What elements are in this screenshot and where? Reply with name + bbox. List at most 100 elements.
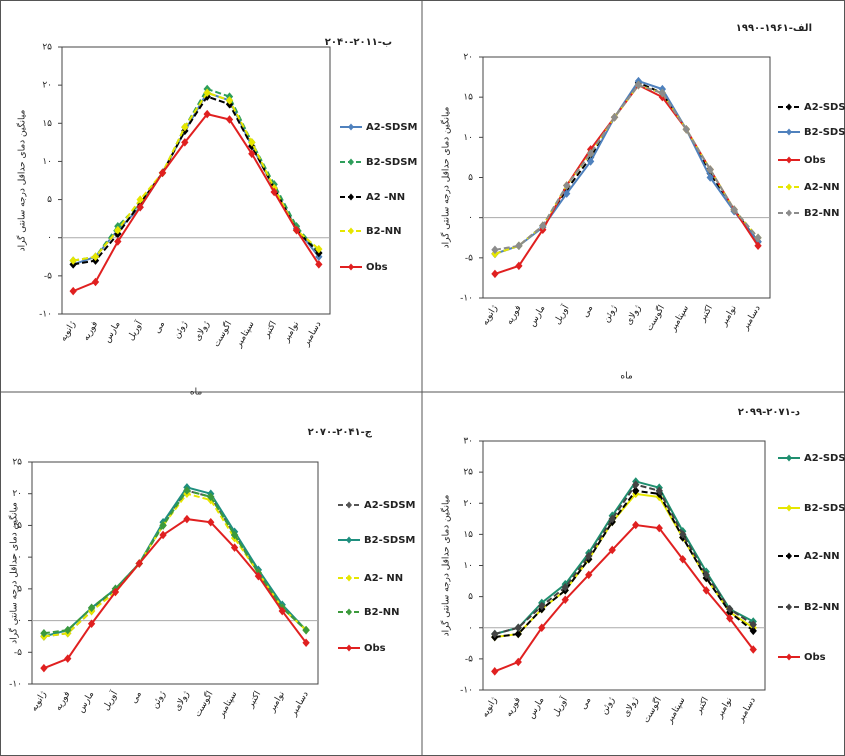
- x-tick-label: ژولای: [621, 696, 640, 719]
- series-line: [72, 87, 320, 262]
- legend-marker: [348, 263, 354, 271]
- data-point: [608, 545, 616, 555]
- legend-label: A2-NN: [804, 182, 840, 193]
- data-point: [491, 629, 499, 639]
- series-line: [72, 91, 320, 262]
- x-tick-label: دسامبر: [735, 696, 758, 725]
- data-point: [270, 187, 278, 197]
- x-tick-label: سپتامبر: [664, 696, 687, 726]
- y-tick-label: -۵: [465, 654, 473, 664]
- x-tick-label: نوامبر: [714, 696, 734, 721]
- data-point: [515, 261, 523, 271]
- y-tick-label: ۲۰: [463, 53, 473, 63]
- legend-marker: [786, 209, 792, 217]
- legend-marker: [786, 552, 792, 560]
- x-tick-label: فوریه: [81, 320, 100, 343]
- legend-marker: [786, 454, 792, 462]
- data-point: [655, 523, 663, 533]
- data-point: [248, 138, 256, 147]
- y-axis-label: میانگین دمای حداقل درجه سانتی گراد: [440, 494, 452, 636]
- legend-label: Obs: [366, 262, 388, 273]
- legend-marker: [346, 501, 352, 509]
- data-point: [538, 601, 546, 611]
- legend-label: Obs: [804, 652, 826, 663]
- data-point: [730, 205, 738, 214]
- series-line: [43, 492, 307, 638]
- y-tick-label: ۲۰: [42, 81, 52, 91]
- series-line: [494, 523, 755, 673]
- x-tick-label: دسامبر: [740, 304, 763, 333]
- y-tick-label: -۱۰: [460, 294, 473, 304]
- legend-marker: [786, 128, 792, 136]
- x-tick-label: اکتبر: [245, 690, 263, 711]
- x-tick-label: ژولای: [173, 690, 192, 713]
- data-point: [632, 520, 640, 530]
- x-tick-label: اگوست: [643, 303, 667, 333]
- plot-area: [61, 46, 331, 315]
- x-tick-label: آوریل: [549, 694, 570, 718]
- data-point: [563, 181, 571, 190]
- data-point: [561, 583, 569, 592]
- data-point: [514, 657, 522, 667]
- y-tick-label: ۱۵: [463, 530, 473, 540]
- x-tick-label: مارس: [526, 696, 546, 721]
- data-point: [585, 570, 593, 580]
- y-tick-label: -۱۰: [460, 686, 473, 696]
- data-point: [539, 221, 547, 230]
- series-line: [494, 483, 754, 635]
- x-tick-label: فوریه: [504, 696, 523, 719]
- x-tick-label: نوامبر: [719, 304, 739, 329]
- data-point: [315, 244, 323, 254]
- data-point: [114, 225, 122, 235]
- data-point: [87, 619, 96, 629]
- chart-title: ج-۲۰۴۱-۲۰۷۰: [308, 427, 373, 438]
- legend-label: B2-NN: [804, 602, 839, 613]
- series-line: [494, 83, 759, 275]
- x-tick-label: می: [579, 696, 594, 712]
- y-tick-label: ۰: [468, 213, 473, 223]
- data-point: [302, 625, 310, 635]
- legend-marker: [786, 156, 792, 164]
- data-point: [706, 165, 714, 174]
- x-tick-label: می: [129, 690, 144, 706]
- legend-marker: [348, 193, 354, 201]
- data-point: [159, 521, 167, 530]
- x-tick-label: فوریه: [505, 304, 524, 327]
- data-point: [40, 663, 48, 673]
- x-tick-label: آوریل: [551, 302, 572, 326]
- x-tick-label: اکتبر: [697, 304, 715, 325]
- data-point: [315, 260, 323, 269]
- data-point: [754, 233, 762, 243]
- y-axis-label: میانگین دمای حداقل درجه سانتی گراد: [8, 502, 20, 644]
- x-tick-label: اکتبر: [693, 696, 711, 717]
- data-point: [183, 514, 191, 524]
- data-point: [207, 492, 215, 502]
- legend-marker: [786, 504, 792, 512]
- x-tick-label: آوریل: [100, 688, 121, 712]
- y-tick-label: -۵: [465, 253, 473, 263]
- x-tick-label: دسامبر: [288, 690, 311, 719]
- legend-marker: [786, 603, 792, 611]
- data-point: [586, 149, 595, 158]
- series-line: [494, 81, 759, 255]
- x-tick-label: ژوئن: [599, 696, 617, 717]
- x-tick-label: سپتامبر: [216, 690, 239, 720]
- plot-area: [482, 56, 771, 299]
- x-tick-label: ژوئن: [150, 690, 168, 711]
- data-point: [135, 559, 143, 568]
- legend-marker: [786, 103, 792, 111]
- data-point: [207, 517, 215, 527]
- x-tick-label: ژانویه: [29, 690, 48, 713]
- data-point: [749, 620, 757, 629]
- x-tick-label: ژانویه: [480, 696, 499, 719]
- data-point: [136, 202, 144, 212]
- data-point: [278, 606, 286, 616]
- data-point: [203, 88, 211, 98]
- data-point: [69, 256, 77, 265]
- data-point: [561, 595, 569, 605]
- data-point: [749, 645, 757, 654]
- data-point: [91, 277, 100, 287]
- x-tick-label: ژوئن: [602, 304, 620, 325]
- chart-title: الف-۱۹۶۱-۱۹۹۰: [736, 23, 812, 34]
- legend-marker: [786, 183, 792, 191]
